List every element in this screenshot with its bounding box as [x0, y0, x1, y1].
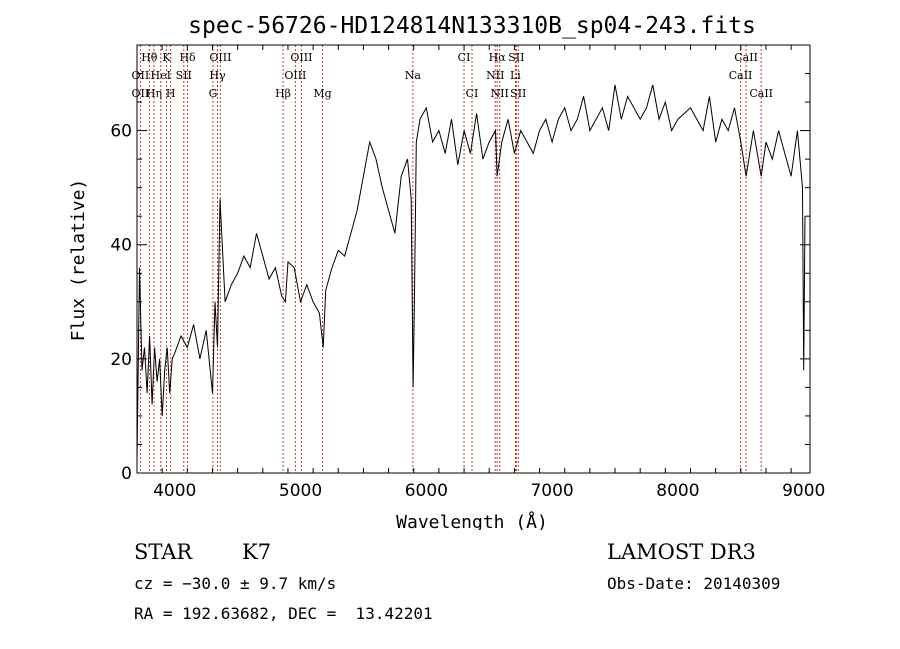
annotation-3: OIII — [209, 51, 231, 64]
x-tick-label: 6000 — [405, 481, 448, 501]
redshift-cz: cz = −30.0 ± 9.7 km/s — [134, 574, 337, 593]
plot-frame — [136, 44, 811, 474]
annotation-14: Na — [405, 69, 422, 82]
x-tick-label: 5000 — [279, 481, 322, 501]
y-tick-label: 60 — [110, 122, 132, 142]
x-tick-label: 7000 — [530, 481, 573, 501]
annotation-17: CaII — [729, 69, 753, 82]
annotation-12: Hγ — [209, 69, 226, 82]
annotation-15: NII — [486, 69, 504, 82]
annotation-2: Hδ — [179, 51, 196, 64]
subclass: K7 — [242, 540, 272, 564]
y-tick-label: 0 — [121, 464, 132, 484]
annotation-18: OII — [132, 87, 150, 100]
y-axis-label: Flux (relative) — [68, 179, 89, 342]
spectrum-chart: spec-56726-HD124814N133310B_sp04-243.fit… — [68, 13, 825, 530]
x-tick-label: 8000 — [656, 481, 699, 501]
annotation-5: CI — [458, 51, 471, 64]
annotation-26: SII — [510, 87, 526, 100]
chart-title: spec-56726-HD124814N133310B_sp04-243.fit… — [188, 13, 756, 39]
annotation-8: CaII — [734, 51, 758, 64]
annotation-19: Hη — [146, 87, 162, 100]
annotation-13: OIII — [284, 69, 306, 82]
annotation-11: SII — [176, 69, 192, 82]
annotation-22: Hβ — [275, 87, 291, 100]
annotation-27: CaII — [749, 87, 773, 100]
annotation-23: Mg — [313, 87, 331, 100]
annotation-25: NII — [491, 87, 509, 100]
coordinates: RA = 192.63682, DEC = 13.42201 — [134, 604, 433, 623]
spectrum-line — [136, 84, 806, 462]
annotation-21: G — [209, 87, 218, 100]
object-class: STAR — [134, 540, 193, 564]
annotation-10: HeI — [151, 69, 171, 82]
annotation-9: OII — [132, 69, 150, 82]
annotation-24: CI — [466, 87, 479, 100]
x-tick-label: 9000 — [782, 481, 825, 501]
y-tick-label: 40 — [110, 236, 132, 256]
annotation-0: Hθ — [141, 51, 158, 64]
annotation-7: SII — [508, 51, 524, 64]
x-tick-label: 4000 — [153, 481, 196, 501]
annotation-16: Li — [510, 69, 521, 82]
axis-ticks: 4000 5000 6000 7000 8000 9000 0 20 40 60 — [110, 44, 825, 501]
observation-date: Obs-Date: 20140309 — [607, 574, 781, 593]
line-markers — [139, 45, 762, 473]
x-axis-label: Wavelength (Å) — [396, 511, 548, 530]
survey-name: LAMOST DR3 — [607, 540, 756, 564]
annotation-20: H — [166, 87, 176, 100]
annotation-1: K — [162, 51, 171, 64]
y-tick-label: 20 — [110, 350, 132, 370]
annotation-6: Hα — [489, 51, 507, 64]
annotation-4: OIII — [290, 51, 312, 64]
